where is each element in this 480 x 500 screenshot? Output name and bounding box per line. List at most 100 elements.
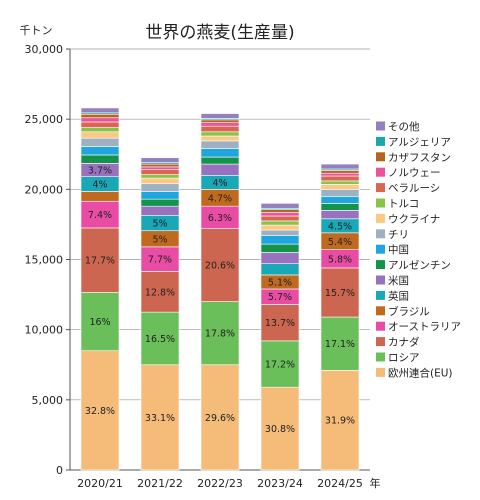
bar-segment xyxy=(200,119,240,123)
data-label: 7.7% xyxy=(148,255,172,266)
legend-swatch xyxy=(376,229,385,239)
bar-segment xyxy=(200,364,240,471)
data-label: 4% xyxy=(92,180,107,191)
bar-segment xyxy=(80,227,120,293)
bar-segment xyxy=(140,183,180,192)
legend-label: ウクライナ xyxy=(388,213,440,225)
bar-segment xyxy=(260,209,300,213)
data-label: 5% xyxy=(152,219,167,230)
bar-segment xyxy=(260,215,300,222)
bar-segment xyxy=(260,235,300,245)
data-label: 3.7% xyxy=(88,166,112,177)
data-label: 32.8% xyxy=(85,406,115,417)
bar-segment xyxy=(80,107,120,114)
legend-label: 中国 xyxy=(388,243,409,256)
bar-segment xyxy=(80,154,120,164)
legend-label: 英国 xyxy=(388,289,409,302)
x-tick-label: 2024/25 xyxy=(317,477,363,490)
bar-segment xyxy=(140,169,180,175)
legend-swatch xyxy=(376,136,385,146)
legend-swatch xyxy=(376,198,385,208)
x-tick-label: 2023/24 xyxy=(257,477,303,490)
legend-label: アルゼンチン xyxy=(388,260,451,272)
data-label: 17.1% xyxy=(325,339,355,350)
bar-segment xyxy=(80,146,120,156)
legend-label: トルコ xyxy=(388,198,419,210)
bar-segment xyxy=(140,177,180,185)
y-tick-label: 15,000 xyxy=(25,254,64,267)
bar-segment xyxy=(260,304,300,342)
legend-swatch xyxy=(376,167,385,177)
data-label: 12.8% xyxy=(145,287,175,298)
data-label: 5% xyxy=(152,234,167,245)
bar-segment xyxy=(200,113,240,119)
data-label: 13.7% xyxy=(265,318,295,329)
legend-label: ブラジル xyxy=(388,305,430,318)
legend-swatch xyxy=(376,337,385,347)
bar-segment xyxy=(140,246,180,272)
data-label: 31.9% xyxy=(325,416,355,427)
bar-segment xyxy=(260,212,300,217)
legend-swatch xyxy=(376,321,385,331)
bar-segment xyxy=(200,148,240,158)
x-tick-label: 2022/23 xyxy=(197,477,243,490)
bar-segment xyxy=(320,196,360,204)
data-label: 15.7% xyxy=(325,288,355,299)
bar-segment xyxy=(80,191,120,202)
bar-segment xyxy=(80,200,120,229)
legend-swatch xyxy=(376,121,385,131)
x-axis-label: 年 xyxy=(370,476,381,490)
legend-swatch xyxy=(376,183,385,193)
data-label: 29.6% xyxy=(205,413,235,424)
data-label: 20.6% xyxy=(205,261,235,272)
legend-swatch xyxy=(376,367,385,377)
bar-segment xyxy=(320,180,360,185)
legend-swatch xyxy=(376,213,385,223)
data-label: 17.8% xyxy=(205,329,235,340)
data-label: 30.8% xyxy=(265,424,295,435)
legend: その他アルジェリアカザフスタンノルウェーベラルーシトルコウクライナチリ中国アルゼ… xyxy=(376,120,461,379)
legend-label: カザフスタン xyxy=(388,152,451,164)
bar-segment xyxy=(260,229,300,236)
bar-segment xyxy=(140,198,180,207)
bar-segment xyxy=(260,263,300,276)
bar-segment xyxy=(320,163,360,170)
data-label: 4.7% xyxy=(208,193,232,204)
bar-segment xyxy=(80,127,120,133)
data-label: 7.4% xyxy=(88,210,112,221)
bar-segment xyxy=(140,174,180,179)
y-tick-label: 25,000 xyxy=(25,113,64,126)
data-label: 33.1% xyxy=(145,413,175,424)
bar-segment xyxy=(320,210,360,220)
legend-label: チリ xyxy=(388,229,409,241)
bar-segment xyxy=(140,311,180,366)
bar-segment xyxy=(200,301,240,366)
legend-label: その他 xyxy=(388,120,420,133)
bar-segment xyxy=(200,135,240,142)
legend-label: ノルウェー xyxy=(388,167,441,179)
bar-segment xyxy=(140,163,180,168)
y-tick-label: 0 xyxy=(56,464,63,477)
y-tick-label: 30,000 xyxy=(25,43,64,56)
bar-segment xyxy=(140,157,180,163)
data-label: 17.2% xyxy=(265,360,295,371)
chart-title: 世界の燕麦(生産量) xyxy=(145,23,294,43)
bar-segment xyxy=(260,243,300,253)
data-label: 16% xyxy=(89,317,110,328)
bar-segment xyxy=(140,364,180,471)
legend-swatch xyxy=(376,275,385,285)
bar-segment xyxy=(260,220,300,226)
y-tick-label: 10,000 xyxy=(25,324,64,337)
bar-segment xyxy=(140,205,180,216)
bar-segment xyxy=(320,170,360,174)
y-tick-label: 5,000 xyxy=(32,394,64,407)
bar-segment xyxy=(80,292,120,352)
bar-segment xyxy=(260,386,300,471)
data-label: 6.3% xyxy=(208,213,232,224)
data-label: 16.5% xyxy=(145,334,175,345)
bar-segment xyxy=(320,175,360,182)
bar-segment xyxy=(200,140,240,149)
legend-swatch xyxy=(376,352,385,362)
bar-segment xyxy=(320,203,360,211)
